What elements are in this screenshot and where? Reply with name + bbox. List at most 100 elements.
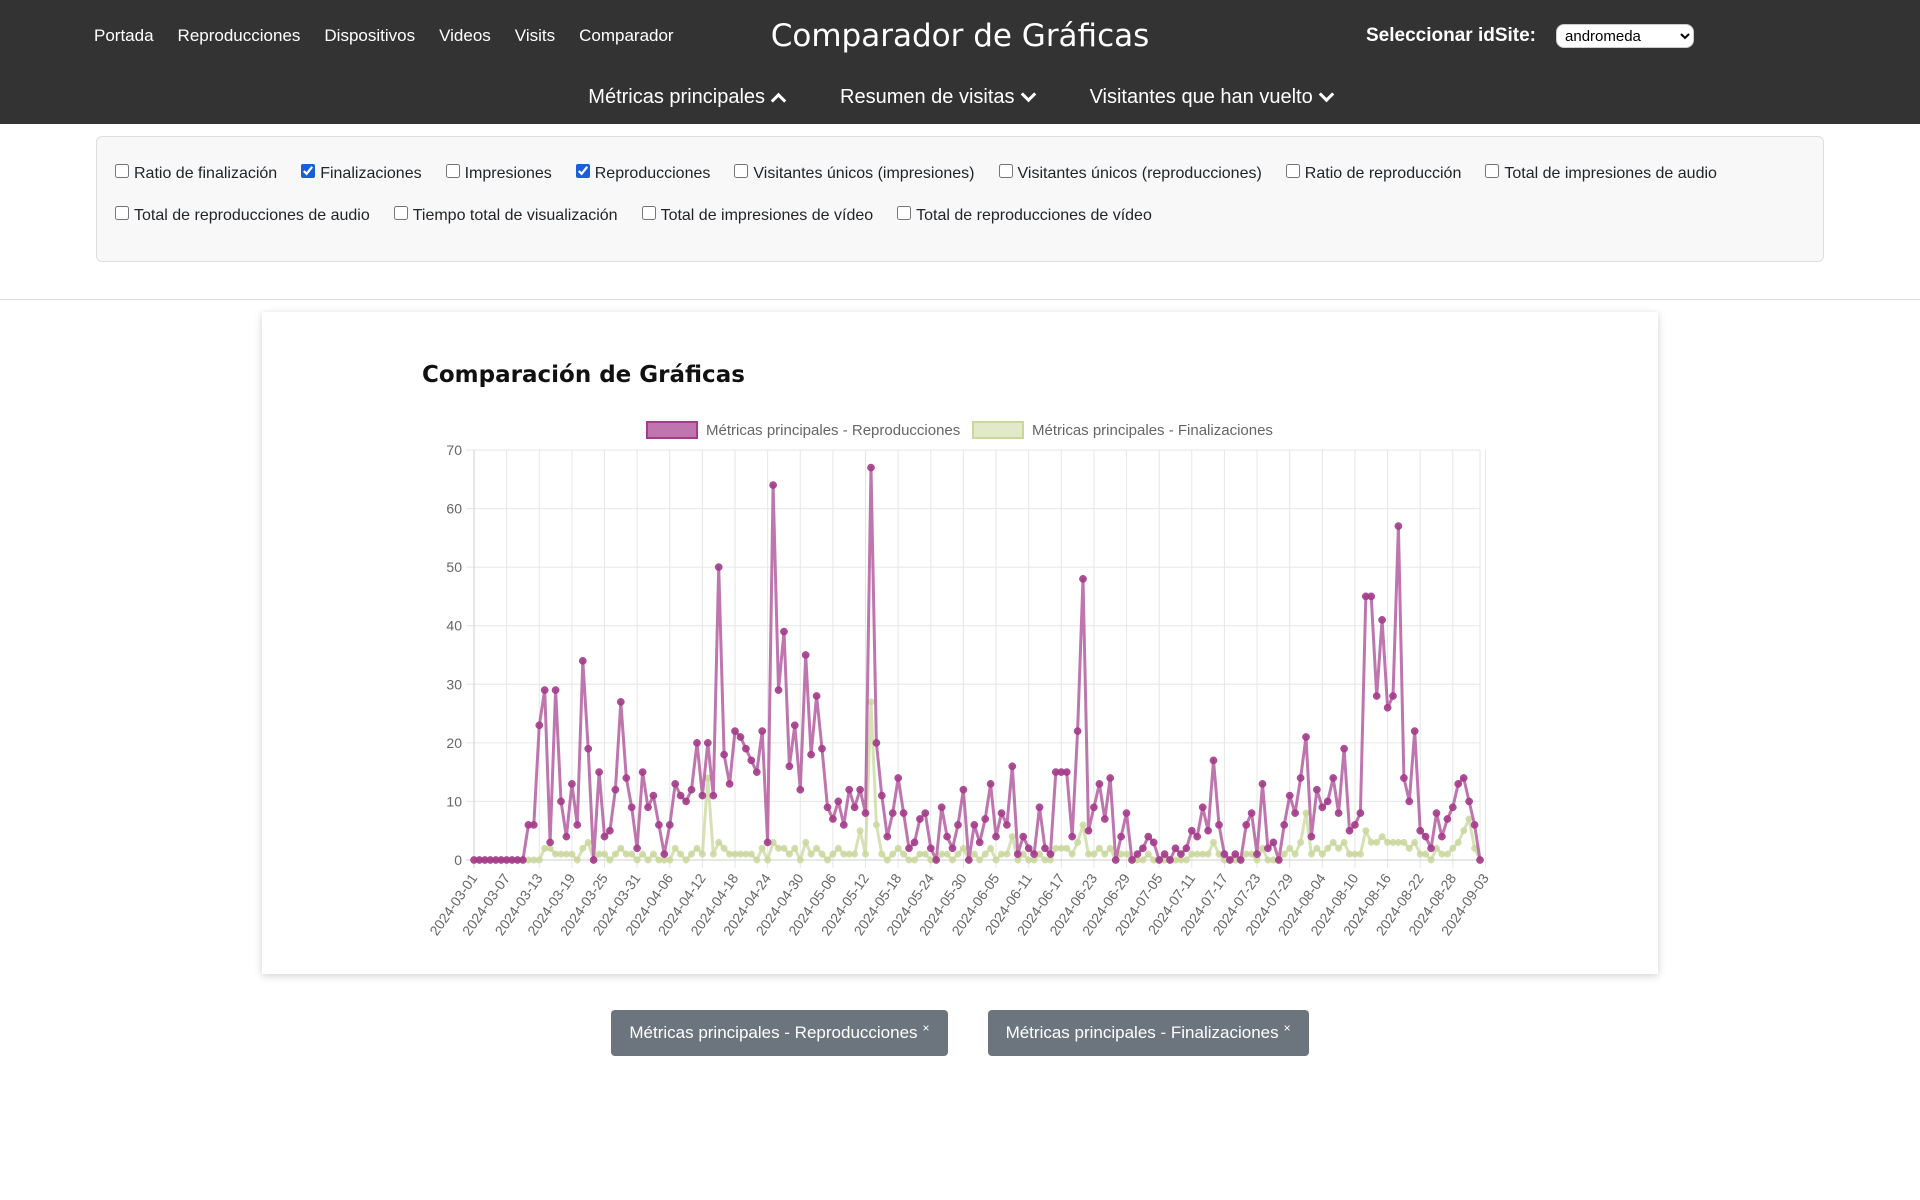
filter-checkbox[interactable] (897, 206, 912, 220)
data-point (742, 744, 750, 753)
filter-checkbox[interactable] (734, 164, 749, 178)
data-point (677, 850, 685, 858)
data-point (943, 832, 951, 841)
data-point (644, 803, 652, 812)
filter-checkbox[interactable] (641, 206, 656, 220)
filter-option[interactable]: Total de reproducciones de audio (115, 206, 370, 225)
data-point (883, 856, 891, 864)
nav-reproducciones[interactable]: Reproducciones (177, 26, 301, 45)
data-point (595, 768, 603, 776)
filter-option[interactable]: Visitantes únicos (impresiones) (734, 164, 975, 183)
filter-checkbox[interactable] (393, 206, 408, 220)
filter-option[interactable]: Reproducciones (575, 164, 711, 183)
data-point (981, 850, 989, 858)
chip-finalizaciones[interactable]: Métricas principales - Finalizaciones × (987, 1010, 1309, 1056)
data-point (839, 821, 848, 829)
data-point (568, 780, 576, 788)
filter-option[interactable]: Finalizaciones (301, 164, 422, 183)
subnav-metricas-principales[interactable]: Métricas principales (588, 86, 787, 109)
data-point (665, 821, 674, 829)
data-point (1340, 838, 1348, 846)
data-point (649, 850, 657, 858)
data-point (1182, 844, 1191, 853)
nav-visits[interactable]: Visits (514, 26, 556, 45)
filter-option[interactable]: Ratio de finalización (115, 164, 277, 183)
data-point (1335, 844, 1343, 852)
filter-label: Total de reproducciones de vídeo (916, 207, 1152, 224)
data-point (1231, 850, 1240, 858)
nav-dispositivos[interactable]: Dispositivos (324, 26, 416, 45)
chip-reproducciones[interactable]: Métricas principales - Reproducciones × (611, 1010, 948, 1056)
data-point (709, 850, 717, 858)
data-point (589, 856, 598, 864)
filter-checkbox[interactable] (1285, 164, 1300, 178)
data-point (1117, 832, 1125, 841)
data-point (1443, 815, 1452, 823)
data-point (1307, 850, 1315, 858)
data-point (1318, 803, 1327, 812)
filter-option[interactable]: Ratio de reproducción (1285, 164, 1461, 183)
nav-portada[interactable]: Portada (94, 26, 154, 45)
data-point (1144, 832, 1153, 841)
data-point (910, 838, 919, 847)
data-point (872, 821, 880, 829)
chart-title: Comparación de Gráficas (422, 362, 745, 388)
data-point (780, 627, 788, 636)
data-point (763, 838, 772, 847)
data-point (1177, 850, 1185, 858)
filter-option[interactable]: Tiempo total de visualización (393, 206, 618, 225)
data-point (1410, 727, 1419, 735)
data-point (818, 850, 826, 858)
filter-checkbox[interactable] (998, 164, 1013, 178)
data-point (1139, 844, 1147, 853)
nav-comparador[interactable]: Comparador (579, 26, 674, 45)
data-point (1144, 850, 1152, 858)
data-point (758, 727, 767, 735)
data-point (790, 721, 799, 730)
data-point (954, 850, 962, 858)
data-point (698, 850, 706, 858)
data-point (1160, 850, 1169, 858)
subnav-label: Visitantes que han vuelto (1089, 86, 1313, 108)
data-point (916, 815, 924, 823)
data-point (747, 756, 756, 765)
subnav-resumen-visitas[interactable]: Resumen de visitas (840, 86, 1036, 109)
filter-checkbox[interactable] (575, 164, 590, 178)
data-point (1258, 780, 1267, 788)
data-point (1236, 856, 1245, 864)
data-point (1389, 692, 1397, 700)
data-point (926, 844, 935, 853)
filter-checkbox[interactable] (115, 164, 129, 178)
data-point (617, 844, 625, 852)
subnav-visitantes-vuelto[interactable]: Visitantes que han vuelto (1089, 86, 1334, 109)
nav-videos[interactable]: Videos (439, 26, 491, 45)
data-point (807, 750, 815, 759)
data-point (725, 780, 734, 788)
data-point (964, 856, 973, 864)
filter-checkbox[interactable] (301, 164, 316, 178)
filter-option[interactable]: Total de impresiones de audio (1485, 164, 1717, 183)
data-point (823, 803, 832, 812)
data-point (1062, 768, 1071, 776)
data-point (959, 785, 968, 794)
data-point (1264, 844, 1272, 853)
filter-option[interactable]: Total de reproducciones de vídeo (897, 206, 1152, 225)
data-point (655, 821, 663, 829)
site-select[interactable]: andromeda (1556, 24, 1695, 48)
data-point (1090, 850, 1098, 858)
filter-checkbox[interactable] (445, 164, 460, 178)
data-point (633, 844, 641, 853)
data-point (1274, 856, 1283, 864)
filter-option[interactable]: Visitantes únicos (reproducciones) (998, 164, 1262, 183)
data-point (720, 750, 728, 759)
filter-option[interactable]: Impresiones (445, 164, 552, 183)
filter-checkbox[interactable] (115, 206, 129, 220)
data-point (600, 832, 609, 841)
filter-checkbox[interactable] (1485, 164, 1500, 178)
data-point (720, 844, 728, 852)
data-point (1149, 838, 1158, 847)
data-point (954, 821, 962, 829)
data-point (1329, 838, 1337, 846)
filter-label: Reproducciones (594, 165, 711, 182)
filter-option[interactable]: Total de impresiones de vídeo (641, 206, 873, 225)
